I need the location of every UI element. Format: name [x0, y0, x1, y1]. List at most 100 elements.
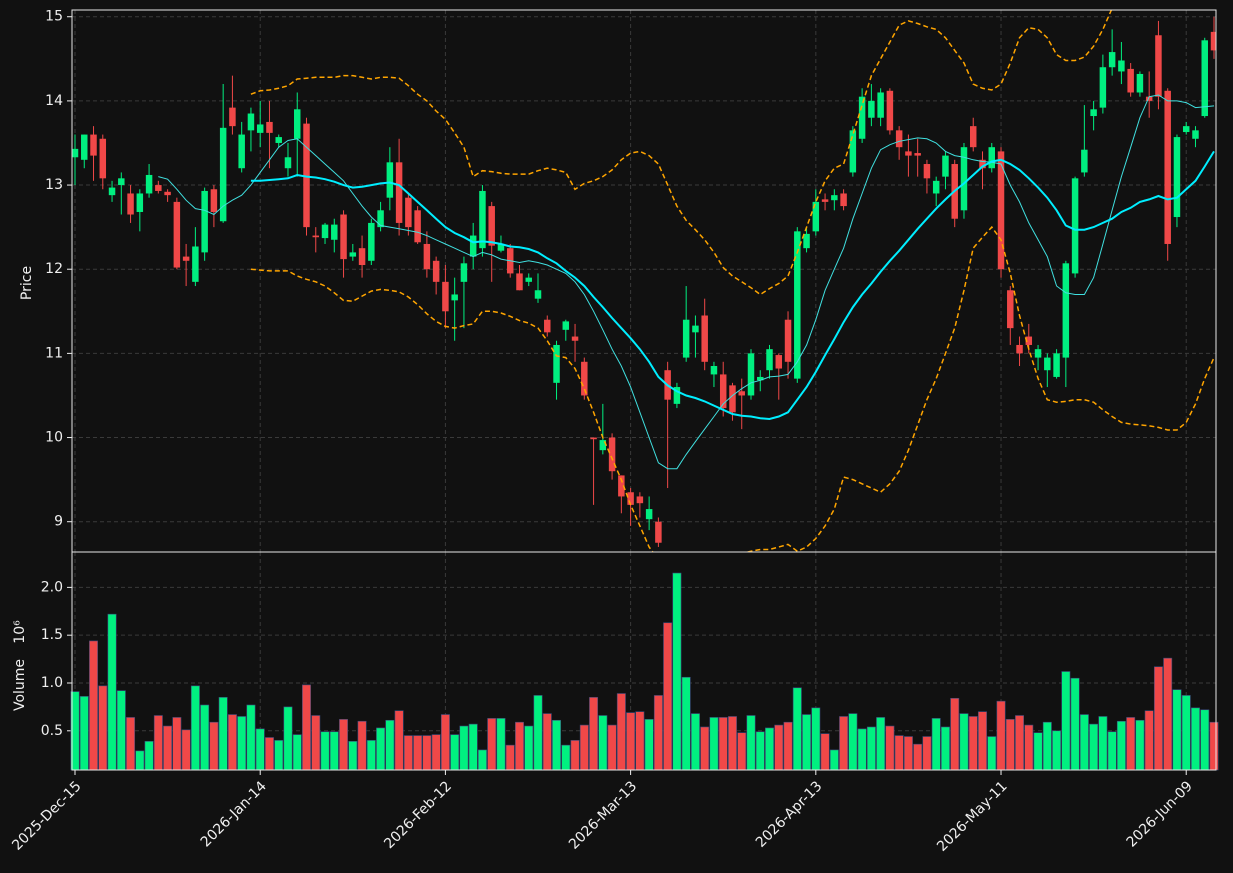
volume-bar	[903, 736, 913, 771]
volume-bar	[1126, 717, 1136, 771]
volume-bar	[1033, 732, 1043, 771]
candle-body	[1016, 344, 1023, 354]
candle-body	[108, 187, 116, 196]
volume-bar	[1135, 719, 1145, 771]
candle-body	[479, 190, 486, 249]
candle-body	[923, 164, 931, 179]
volume-bar	[524, 725, 534, 771]
volume-bar	[116, 690, 126, 771]
panel-background	[72, 10, 1216, 552]
y-tick-label: 9	[54, 514, 63, 530]
candle-body	[192, 246, 199, 282]
volume-bar	[570, 740, 580, 771]
candle-body	[997, 151, 1005, 270]
candle-body	[423, 243, 431, 270]
candle-body	[655, 521, 662, 543]
candle-body	[673, 387, 681, 404]
volume-bar	[765, 727, 774, 771]
candle-body	[312, 235, 320, 238]
candle-body	[1025, 336, 1033, 345]
candle-body	[1201, 40, 1208, 117]
volume-bar	[820, 733, 830, 771]
volume-bar	[163, 725, 173, 771]
price-axis-label: Price	[19, 266, 35, 300]
candle-body	[238, 134, 245, 169]
candle-body	[256, 124, 264, 133]
volume-bar	[857, 728, 867, 771]
volume-bar	[1061, 671, 1071, 771]
candle-body	[1173, 137, 1181, 218]
volume-bar	[477, 749, 487, 771]
candle-body	[581, 361, 588, 396]
candle-body	[1182, 126, 1190, 133]
candle-body	[812, 201, 820, 232]
volume-bar	[302, 684, 311, 771]
candle-body	[942, 155, 949, 177]
volume-bar	[940, 726, 950, 771]
volume-bar	[339, 719, 349, 771]
indicator-line	[250, 10, 1113, 296]
candle-body	[136, 193, 144, 212]
candle-body	[210, 189, 218, 212]
candle-body	[1108, 52, 1116, 68]
volume-bar	[653, 695, 663, 771]
volume-bar	[366, 740, 376, 771]
y-tick-label: 15	[45, 9, 63, 25]
candle-body	[127, 193, 134, 215]
candle-body	[1136, 73, 1144, 93]
y-tick-label: 13	[45, 177, 63, 193]
candle-body	[145, 174, 153, 194]
volume-bar	[172, 717, 182, 771]
volume-bar	[209, 721, 219, 771]
candle-body	[377, 210, 384, 228]
volume-bar	[1098, 716, 1108, 771]
volume-bar	[413, 735, 423, 771]
volume-bar	[1209, 721, 1219, 771]
candle-body	[1118, 60, 1125, 72]
volume-bar	[1070, 677, 1080, 771]
candle-body	[303, 123, 310, 228]
volume-bar	[792, 687, 802, 771]
volume-bar	[107, 613, 117, 771]
volume-bar	[968, 716, 978, 771]
volume-bar	[681, 676, 691, 771]
volume-bar	[866, 726, 876, 771]
candle-body	[1155, 35, 1162, 97]
volume-bar	[403, 735, 413, 771]
candle-body	[525, 277, 532, 282]
candle-body	[868, 100, 875, 118]
candle-body	[247, 113, 255, 131]
y-tick-label: 11	[45, 345, 63, 361]
volume-bar	[672, 572, 682, 771]
candles	[72, 10, 1216, 552]
x-tick-label: 2026-Mar-13	[566, 778, 640, 852]
candle-body	[358, 248, 366, 266]
volume-bar	[515, 721, 524, 771]
volume-bar	[1107, 731, 1117, 771]
volume-bar	[376, 727, 386, 771]
candle-body	[1099, 67, 1107, 108]
volume-bar	[561, 744, 571, 771]
volume-bar	[1163, 657, 1173, 771]
volume-bar	[950, 697, 960, 771]
candle-body	[284, 157, 292, 169]
volume-bar	[737, 732, 747, 771]
volume-bar	[126, 717, 136, 771]
candle-body	[1007, 290, 1014, 329]
candle-body	[386, 162, 394, 198]
candle-body	[1071, 178, 1079, 274]
candle-body	[571, 336, 579, 341]
volume-bar	[1005, 719, 1015, 771]
volume-bar	[1024, 724, 1034, 771]
candle-body	[395, 162, 403, 223]
volume-bar	[329, 731, 339, 771]
candle-body	[72, 148, 79, 158]
candle-body	[590, 437, 597, 440]
candle-body	[553, 344, 560, 383]
volume-bar	[746, 715, 756, 771]
volume-bar	[839, 716, 849, 771]
volume-bar	[385, 719, 395, 771]
volume-bar	[542, 713, 552, 771]
candle-body	[914, 153, 921, 156]
candle-body	[932, 180, 940, 194]
